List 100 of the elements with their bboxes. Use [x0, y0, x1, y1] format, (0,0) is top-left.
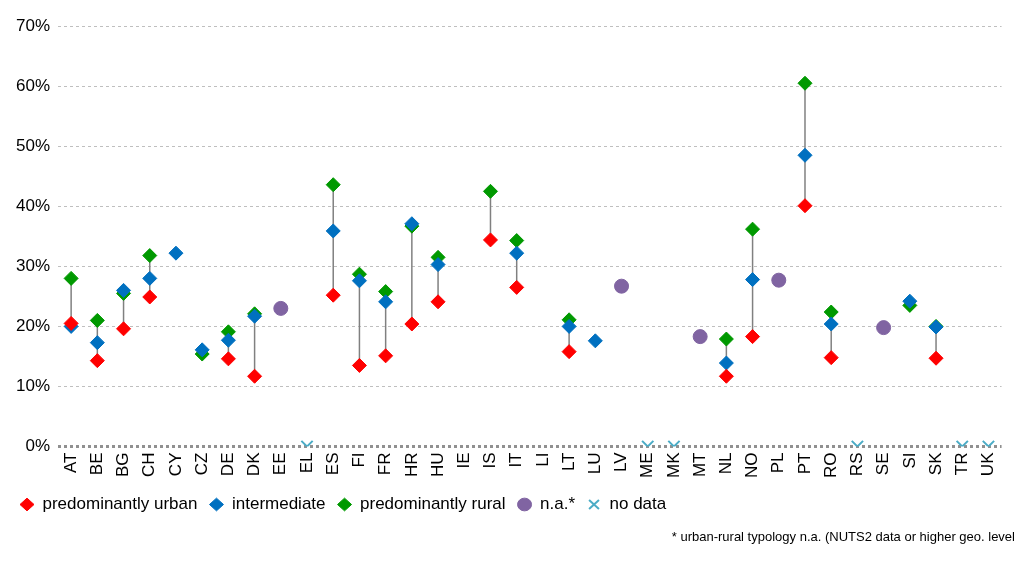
- point: [220, 351, 236, 367]
- legend-label: no data: [609, 494, 667, 514]
- point: [797, 198, 813, 214]
- point: [797, 75, 813, 91]
- point: [876, 320, 892, 336]
- legend-label: predominantly rural: [360, 494, 506, 514]
- x-tick-label: PL: [768, 452, 788, 474]
- x-tick-label: RO: [820, 452, 840, 478]
- point: [692, 329, 708, 345]
- point: [378, 348, 394, 364]
- x-tick-label: SK: [925, 451, 945, 476]
- point: [142, 248, 158, 264]
- point: [718, 331, 734, 347]
- point: [509, 233, 525, 249]
- point: [194, 342, 210, 358]
- point: [771, 272, 787, 288]
- x-tick-label: LI: [532, 452, 552, 467]
- x-tick-label: SI: [899, 452, 919, 469]
- point: [89, 353, 105, 369]
- x-tick-label: NL: [716, 452, 736, 475]
- legend-label: predominantly urban: [42, 494, 198, 514]
- point: [823, 316, 839, 332]
- point: [718, 368, 734, 384]
- y-tick-label: 0%: [25, 436, 51, 456]
- point: [325, 223, 341, 239]
- x-tick-label: LU: [585, 452, 605, 475]
- point: [902, 293, 918, 309]
- point: [351, 357, 367, 373]
- point: [561, 318, 577, 334]
- x-tick-label: TR: [951, 452, 971, 476]
- x-tick-label: DK: [244, 451, 264, 477]
- x-tick-label: FI: [349, 452, 369, 468]
- point: [823, 304, 839, 320]
- x-tick-label: EE: [270, 452, 290, 476]
- point: [325, 177, 341, 193]
- point: [430, 257, 446, 273]
- x-tick-label: CZ: [191, 452, 211, 476]
- x-tick-label: NO: [742, 452, 762, 478]
- y-tick-label: 50%: [15, 135, 51, 155]
- x-tick-label: ME: [637, 452, 657, 478]
- y-tick-label: 60%: [15, 75, 51, 95]
- point: [220, 332, 236, 348]
- y-tick-label: 70%: [15, 15, 51, 35]
- x-tick-label: AT: [60, 452, 80, 473]
- legend-label: n.a.*: [540, 494, 576, 514]
- point: [509, 245, 525, 261]
- x-tick-label: MT: [689, 452, 709, 478]
- text: * urban-rural typology n.a. (NUTS2 data or higher geo. level: [670, 529, 1015, 544]
- point: [745, 329, 761, 345]
- x-tick-label: LT: [558, 452, 578, 472]
- x-tick-label: BG: [113, 452, 133, 478]
- point: [587, 333, 603, 349]
- point: [823, 350, 839, 366]
- x-tick-label: CH: [139, 452, 159, 478]
- point: [482, 183, 498, 199]
- x-tick-label: BE: [87, 452, 107, 476]
- point: [63, 270, 79, 286]
- y-tick-label: 20%: [15, 316, 51, 336]
- point: [89, 312, 105, 328]
- x-tick-label: UK: [978, 451, 998, 477]
- x-tick-label: PT: [794, 452, 814, 475]
- x-tick-label: DE: [218, 452, 238, 477]
- x-tick-label: HU: [427, 452, 447, 478]
- x-tick-label: EL: [296, 452, 316, 474]
- x-tick-label: CY: [165, 452, 185, 477]
- point: [247, 368, 263, 384]
- point: [168, 245, 184, 261]
- x-tick-label: SE: [873, 452, 893, 476]
- x-tick-label: MK: [663, 451, 683, 478]
- point: [273, 300, 289, 316]
- x-tick-label: IS: [480, 452, 500, 469]
- point: [797, 147, 813, 163]
- point: [351, 273, 367, 289]
- point: [142, 289, 158, 305]
- point: [142, 270, 158, 286]
- legend-label: intermediate: [231, 494, 326, 514]
- y-tick-label: 40%: [15, 196, 51, 216]
- x-tick-label: IT: [506, 452, 526, 468]
- x-tick-label: FR: [375, 452, 395, 476]
- point: [928, 350, 944, 366]
- point: [561, 344, 577, 360]
- point: [378, 294, 394, 310]
- point: [116, 321, 132, 337]
- point: [745, 221, 761, 237]
- point: [509, 279, 525, 295]
- point: [482, 232, 498, 248]
- y-tick-label: 30%: [15, 256, 51, 276]
- x-tick-label: IE: [453, 452, 473, 469]
- x-tick-label: LV: [611, 451, 631, 473]
- point: [430, 294, 446, 310]
- point: [718, 355, 734, 371]
- point: [325, 287, 341, 303]
- point: [614, 278, 630, 294]
- point: [404, 316, 420, 332]
- point: [745, 272, 761, 288]
- x-tick-label: RS: [847, 452, 867, 477]
- y-tick-label: 10%: [15, 376, 51, 396]
- point: [89, 335, 105, 351]
- x-tick-label: HR: [401, 452, 421, 478]
- x-tick-label: ES: [322, 452, 342, 476]
